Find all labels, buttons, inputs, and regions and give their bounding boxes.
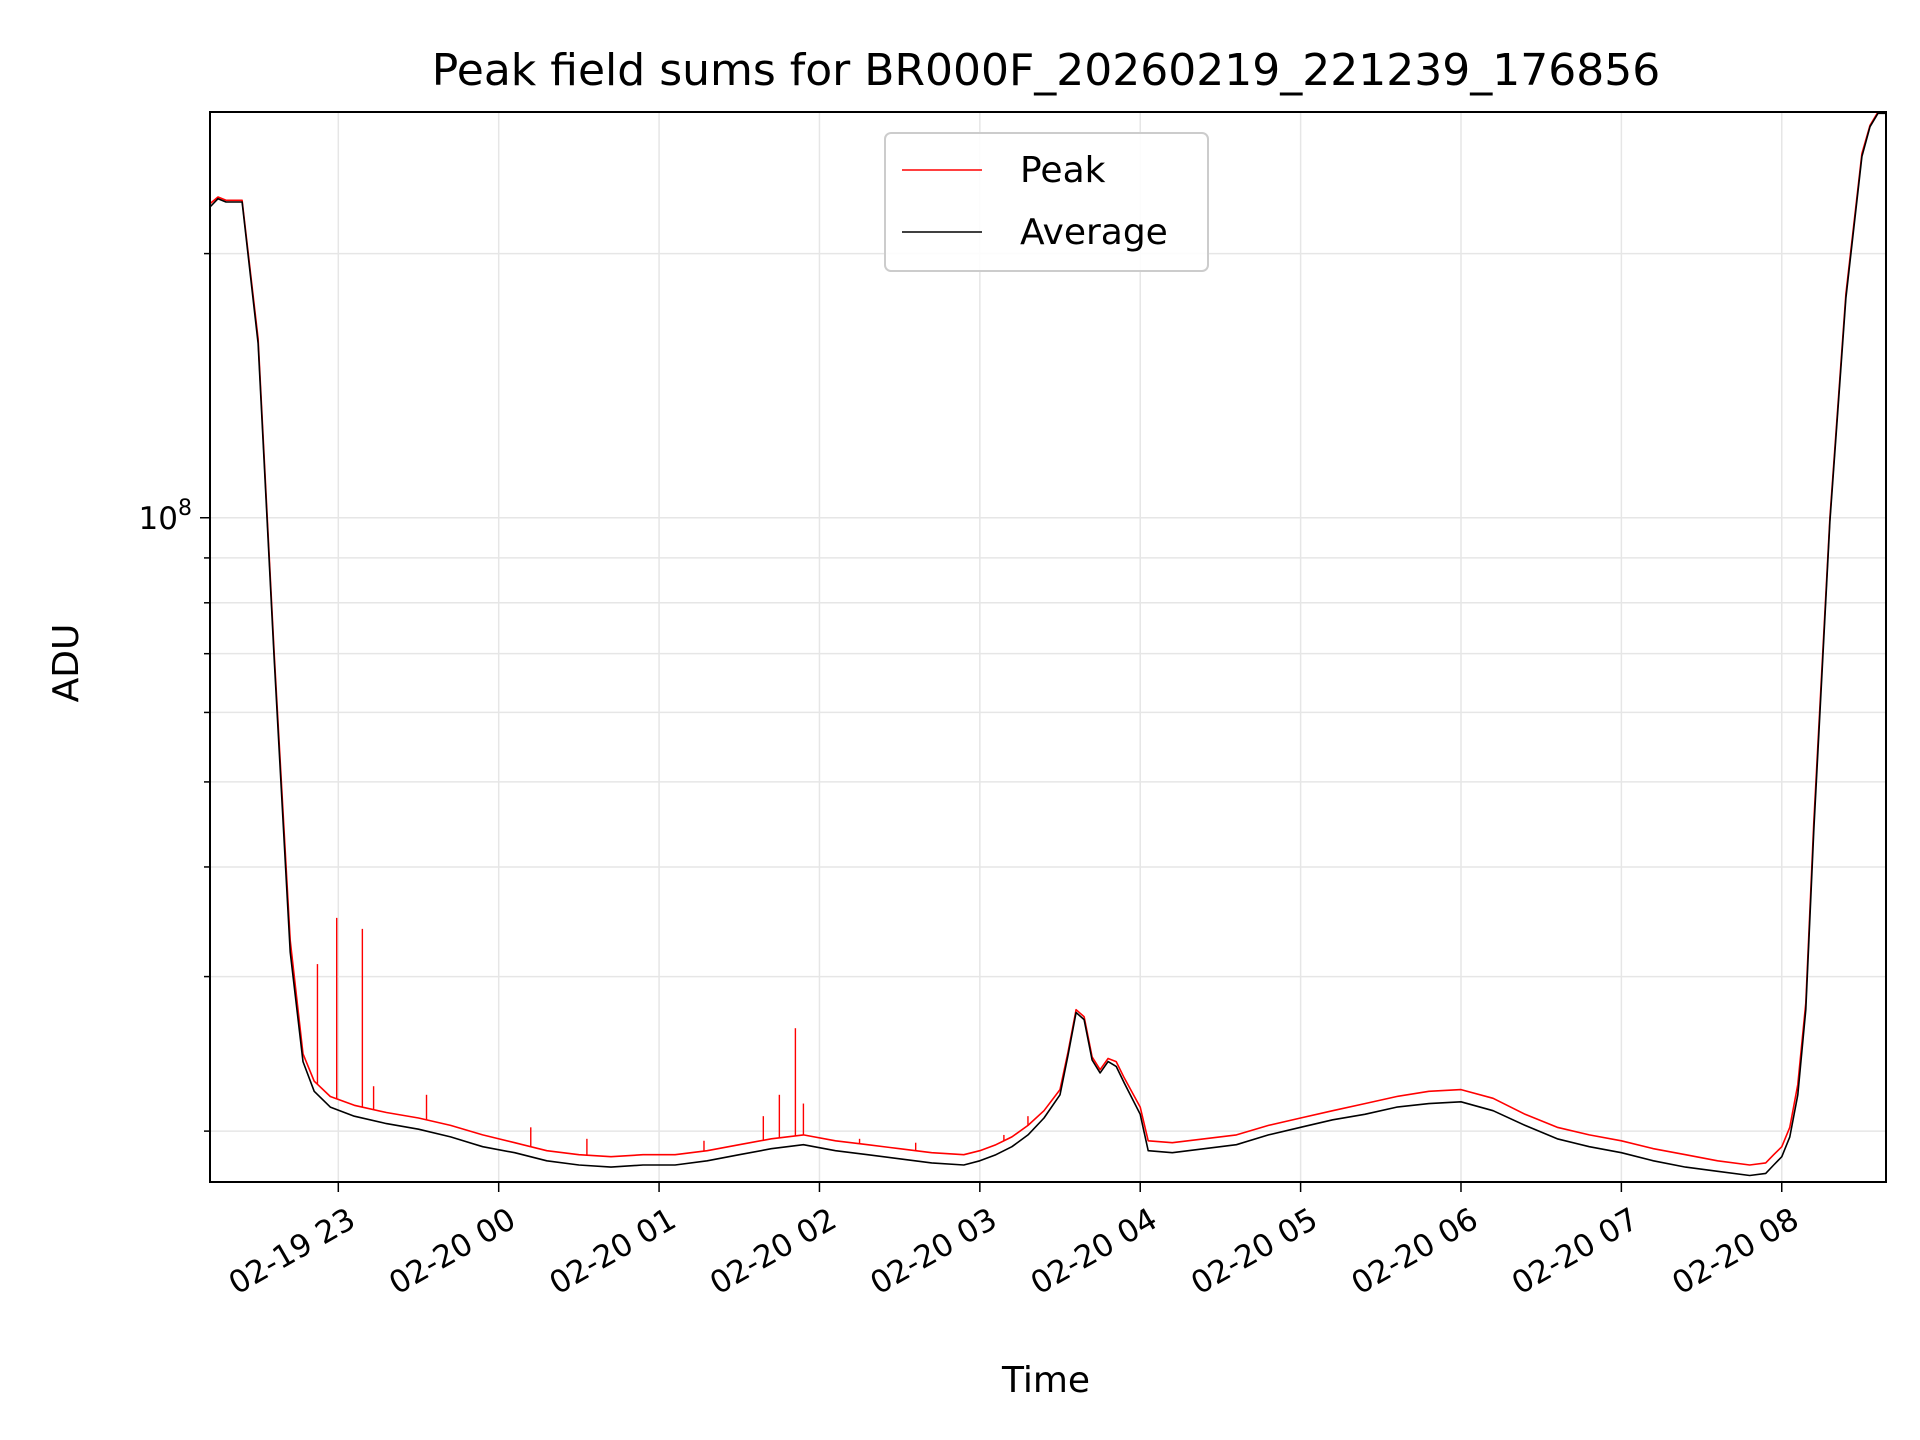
legend-box xyxy=(884,132,1209,272)
y-axis-ticks: 108 xyxy=(139,252,210,1132)
grid xyxy=(210,112,1886,1182)
legend: Peak Average xyxy=(884,132,1209,272)
legend-average-label: Average xyxy=(1020,212,1168,253)
x-axis-label: Time xyxy=(1001,1360,1090,1401)
y-axis-label: ADU xyxy=(46,624,87,703)
legend-peak-label: Peak xyxy=(1020,150,1106,191)
y-tick-label: 108 xyxy=(139,496,192,537)
series-line-average xyxy=(210,112,1886,1177)
chart-title: Peak field sums for BR000F_20260219_2212… xyxy=(432,45,1660,96)
plot-frame xyxy=(209,111,1887,1183)
series-layer xyxy=(210,112,1886,1177)
